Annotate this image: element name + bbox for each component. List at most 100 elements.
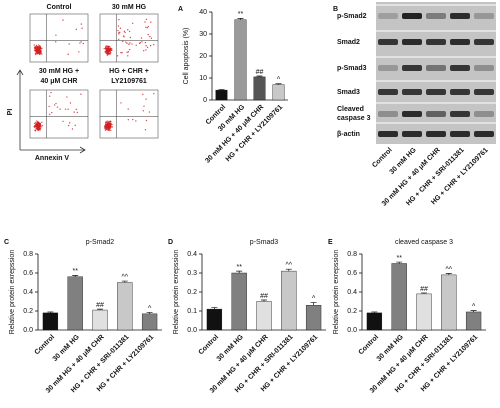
flow-event [142,93,144,96]
blot-band [450,131,470,137]
y-tick-label: 0.2 [347,308,357,315]
y-axis-label: Cell apoptosis (%) [183,28,190,85]
bar [253,76,266,101]
axis-label: PI [7,109,14,116]
flow-event [118,33,120,35]
flow-event [40,47,42,49]
flow-event [106,54,109,56]
flow-event [126,51,128,54]
flow-event [128,48,131,51]
flow-event [110,129,112,132]
flow-event [144,21,146,23]
flow-event [117,25,120,27]
flow-event [33,122,36,125]
significance-label: ## [96,302,104,309]
flow-plot-label: HG + CHR + [109,68,149,75]
flow-event [117,29,119,32]
y-tick-label: 0.1 [187,308,197,315]
flow-event [48,105,50,108]
bar [366,312,383,331]
significance-label: ^ [312,295,316,302]
flow-event [107,121,109,124]
flow-event [36,47,38,49]
blot-band [402,39,422,45]
flow-event [110,48,113,50]
flow-event [55,34,57,36]
blot-band [426,131,446,137]
y-axis-label: Relative protein exrepssion [333,250,340,335]
flow-event [37,126,39,128]
significance-label: ^^ [286,262,293,269]
axis-arrow [20,146,86,154]
significance-label: ^^ [446,266,453,273]
y-tick-label: 0 [203,97,207,104]
flow-event [69,102,72,104]
blot-band [402,65,422,71]
flow-event [37,129,39,132]
error-bar [421,292,427,294]
blot-band [402,13,422,19]
flow-event [109,45,111,48]
flow-event [135,120,137,122]
flow-event [153,93,155,95]
significance-label: ** [236,264,242,271]
flow-event [127,119,130,121]
blot-row-label: caspase 3 [337,115,371,122]
blot-band [450,65,470,71]
flow-event [79,42,81,44]
bar [206,308,223,331]
flow-event [49,113,51,116]
flow-event [41,124,44,127]
flow-event [80,23,83,25]
error-bar [211,307,218,310]
flow-plot-label: 30 mM HG + [39,68,79,75]
y-tick-label: 0.0 [187,327,197,334]
bar [215,89,228,101]
flow-event [145,98,147,100]
flow-event [35,51,37,53]
flow-event [141,41,143,43]
flow-event [36,128,39,130]
blot-band [402,131,422,137]
bar [256,301,272,331]
flow-event [74,124,76,127]
significance-label: ## [420,286,428,293]
flow-event [127,29,129,31]
significance-label: ^ [148,305,152,312]
error-bar [275,83,282,85]
bar [141,313,158,331]
bar [391,263,407,331]
flow-event [71,128,74,130]
chart-title: p-Smad2 [86,239,115,246]
significance-label: ** [238,11,244,18]
flow-event [131,22,134,25]
flow-event [123,30,126,33]
flow-event [73,111,75,113]
flow-event [145,18,148,21]
flow-event [128,43,130,45]
flow-event [35,53,37,56]
error-bar [72,275,79,277]
flow-event [108,120,110,123]
error-bar [47,311,54,313]
flow-event [53,104,56,106]
y-tick-label: 0.4 [347,289,357,296]
y-tick-label: 0.8 [347,251,357,258]
flow-event [62,120,64,123]
blot-band [474,111,494,117]
significance-label: ^ [472,303,476,310]
flow-event [39,49,42,52]
significance-label: ^^ [122,274,129,281]
flow-event [48,95,51,97]
flow-event [145,45,147,47]
flow-event [110,51,112,54]
flow-event [41,121,43,124]
error-bar [310,302,317,306]
significance-label: ## [256,69,264,76]
error-bar [261,299,267,302]
flow-event [78,51,80,53]
significance-label: ** [396,255,402,262]
flow-event [35,44,38,47]
y-tick-label: 30 [199,31,207,38]
